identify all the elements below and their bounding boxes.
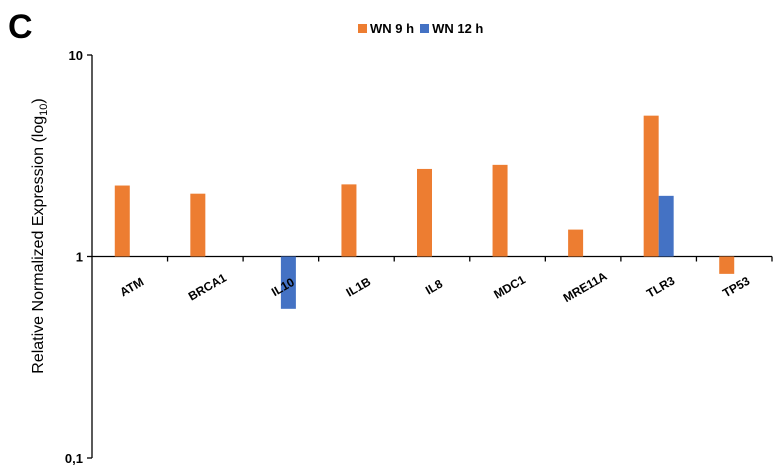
x-tick-label-tlr3: TLR3 [644, 273, 677, 300]
bar-il10-series-2 [280, 256, 296, 309]
x-tick-label-tp53: TP53 [720, 274, 752, 301]
legend-label-series-1: WN 9 h [370, 21, 415, 36]
legend-item-series-2: WN 12 h [420, 21, 483, 36]
bar-tp53-series-1 [719, 256, 735, 274]
x-tick-label-brca1: BRCA1 [186, 270, 229, 303]
bar-mdc1-series-1 [492, 164, 508, 257]
bar-atm-series-1 [114, 185, 130, 257]
bar-tlr3-series-1 [643, 115, 659, 257]
x-tick-label-mre11a: MRE11A [561, 269, 610, 305]
bar-tlr3-series-2 [658, 195, 674, 257]
panel-letter: C [8, 8, 33, 46]
legend-item-series-1: WN 9 h [358, 21, 414, 36]
x-tick-label-il1b: IL1B [344, 274, 374, 299]
y-tick-label-0: 0,1 [65, 451, 83, 466]
x-tick-label-il8: IL8 [423, 276, 445, 297]
bar-brca1-series-1 [190, 193, 206, 257]
bar-il8-series-1 [417, 168, 432, 257]
y-tick-label-1: 1 [76, 250, 83, 265]
chart-legend: WN 9 h WN 12 h [358, 21, 489, 36]
legend-swatch-series-2 [420, 24, 430, 33]
bar-mre11a-series-1 [568, 229, 584, 257]
legend-swatch-series-1 [358, 24, 367, 33]
y-tick-label-2: 10 [69, 48, 83, 63]
x-tick-label-mdc1: MDC1 [491, 272, 528, 301]
x-tick-label-atm: ATM [117, 275, 146, 300]
legend-label-series-2: WN 12 h [432, 21, 484, 36]
bar-il1b-series-1 [341, 184, 357, 257]
